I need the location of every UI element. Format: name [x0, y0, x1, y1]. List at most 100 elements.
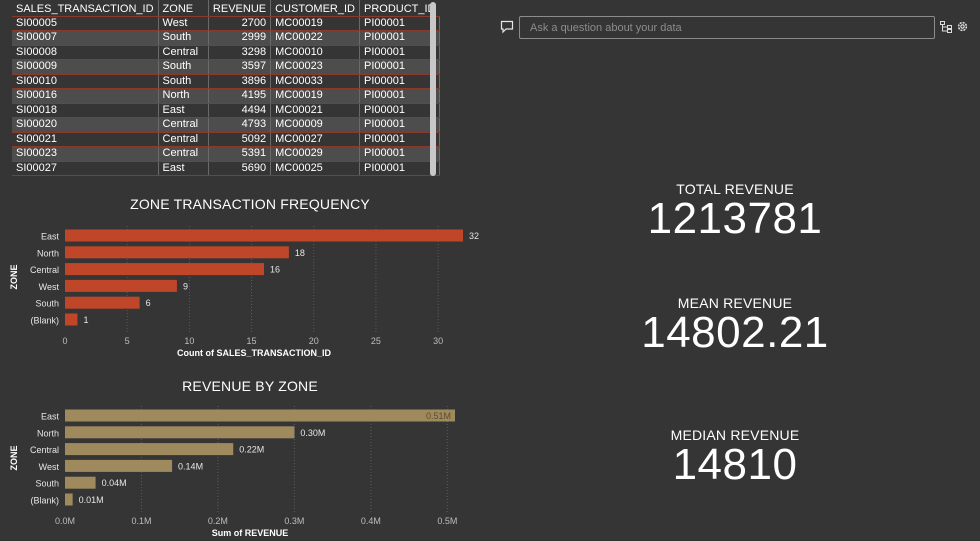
table-scrollbar[interactable]	[428, 0, 438, 178]
bar-south[interactable]	[65, 476, 96, 489]
column-header-revenue[interactable]: REVENUE	[208, 0, 272, 17]
x-tick-label: 0.1M	[131, 516, 151, 526]
table-scrollbar-thumb[interactable]	[430, 2, 436, 176]
cell-revenue: 5092	[208, 132, 272, 147]
table-row[interactable]: SI00009 South 3597 MC00023 PI00001	[12, 59, 440, 75]
column-header-customer-id[interactable]: CUSTOMER_ID	[270, 0, 360, 17]
cell-sales-transaction-id: SI00009	[12, 59, 159, 75]
table-header-row: SALES_TRANSACTION_ID ZONE REVENUE CUSTOM…	[12, 0, 440, 17]
table-row[interactable]: SI00010 South 3896 MC00033 PI00001	[12, 74, 440, 89]
x-tick-label: 20	[309, 336, 319, 346]
mean-revenue-card: MEAN REVENUE 14802.21	[590, 295, 880, 355]
data-label: 9	[183, 281, 188, 291]
bar-west[interactable]	[65, 459, 173, 472]
gear-icon[interactable]	[956, 20, 969, 33]
bar-central[interactable]	[65, 263, 264, 276]
table-row[interactable]: SI00023 Central 5391 MC00029 PI00001	[12, 146, 440, 162]
bar-north[interactable]	[65, 246, 289, 259]
kpi-label: TOTAL REVENUE	[676, 181, 794, 197]
cell-revenue: 4195	[208, 88, 272, 104]
cell-customer-id: MC00010	[270, 45, 360, 60]
bar-east[interactable]	[65, 229, 463, 242]
bar-north[interactable]	[65, 426, 295, 439]
hierarchy-icon[interactable]	[940, 21, 952, 33]
table-row[interactable]: SI00018 East 4494 MC00021 PI00001	[12, 103, 440, 118]
data-table[interactable]: SALES_TRANSACTION_ID ZONE REVENUE CUSTOM…	[12, 0, 440, 178]
y-axis-title: ZONE	[9, 264, 19, 289]
data-label: 1	[83, 315, 88, 325]
cell-customer-id: MC00027	[270, 132, 360, 147]
table-row[interactable]: SI00005 West 2700 MC00019 PI00001	[12, 16, 440, 31]
table-row[interactable]: SI00021 Central 5092 MC00027 PI00001	[12, 132, 440, 147]
cell-sales-transaction-id: SI00010	[12, 74, 159, 89]
cell-sales-transaction-id: SI00027	[12, 161, 159, 176]
data-label: 32	[469, 231, 479, 241]
chart-title: REVENUE BY ZONE	[182, 378, 318, 394]
column-header-zone[interactable]: ZONE	[158, 0, 209, 17]
kpi-label: MEAN REVENUE	[677, 295, 793, 311]
cell-sales-transaction-id: SI00021	[12, 132, 159, 147]
cell-zone: Central	[158, 117, 209, 133]
cell-revenue: 2999	[208, 30, 272, 46]
cell-customer-id: MC00023	[270, 59, 360, 75]
x-tick-label: 0.5M	[437, 516, 457, 526]
cell-revenue: 2700	[208, 16, 272, 31]
revenue-by-zone-chart[interactable]: REVENUE BY ZONE 0.0M 0.1M 0.2M 0.3M 0.4M 0.5M…	[0, 370, 500, 541]
x-tick-label: 5	[125, 336, 130, 346]
table-row[interactable]: SI00008 Central 3298 MC00010 PI00001	[12, 45, 440, 60]
cell-revenue: 3597	[208, 59, 272, 75]
cell-zone: East	[158, 103, 209, 118]
table-row[interactable]: SI00016 North 4195 MC00019 PI00001	[12, 88, 440, 104]
category-label: East	[41, 412, 60, 422]
speech-bubble-icon[interactable]	[500, 20, 514, 34]
x-axis-title: Count of SALES_TRANSACTION_ID	[177, 348, 331, 358]
cell-revenue: 4793	[208, 117, 272, 133]
table-row[interactable]: SI00020 Central 4793 MC00009 PI00001	[12, 117, 440, 133]
bar-blank[interactable]	[65, 493, 73, 506]
cell-sales-transaction-id: SI00005	[12, 16, 159, 31]
data-label: 0.51M	[426, 411, 451, 421]
bar-blank[interactable]	[65, 313, 78, 326]
cell-customer-id: MC00029	[270, 146, 360, 162]
category-label: East	[41, 232, 60, 242]
table-row[interactable]: SI00027 East 5690 MC00025 PI00001	[12, 161, 440, 176]
category-label: South	[35, 299, 59, 309]
category-label: North	[37, 248, 59, 258]
category-label: (Blank)	[30, 316, 59, 326]
cell-customer-id: MC00019	[270, 88, 360, 104]
kpi-label: MEDIAN REVENUE	[670, 427, 800, 443]
bar-central[interactable]	[65, 443, 234, 456]
cell-zone: South	[158, 74, 209, 89]
x-tick-label: 30	[433, 336, 443, 346]
bar-west[interactable]	[65, 279, 177, 292]
cell-sales-transaction-id: SI00020	[12, 117, 159, 133]
x-tick-label: 25	[371, 336, 381, 346]
cell-product-id: PI00001	[359, 146, 440, 162]
column-header-sales-transaction-id[interactable]: SALES_TRANSACTION_ID	[12, 0, 159, 17]
cell-customer-id: MC00009	[270, 117, 360, 133]
data-label: 0.04M	[102, 478, 127, 488]
cell-product-id: PI00001	[359, 74, 440, 89]
column-header-product-id[interactable]: PRODUCT_ID	[359, 0, 440, 17]
cell-zone: Central	[158, 132, 209, 147]
cell-product-id: PI00001	[359, 103, 440, 118]
data-label: 18	[295, 248, 305, 258]
zone-transaction-frequency-chart[interactable]: ZONE TRANSACTION FREQUENCY 0 5 10 15 20 25 30 E…	[0, 190, 500, 365]
chart-title: ZONE TRANSACTION FREQUENCY	[130, 196, 370, 212]
cell-customer-id: MC00019	[270, 16, 360, 31]
cell-revenue: 3896	[208, 74, 272, 89]
cell-zone: West	[158, 16, 209, 31]
total-revenue-card: TOTAL REVENUE 1213781	[590, 181, 880, 241]
x-tick-label: 0.3M	[284, 516, 304, 526]
cell-sales-transaction-id: SI00008	[12, 45, 159, 60]
cell-revenue: 5690	[208, 161, 272, 176]
bar-east[interactable]	[65, 409, 455, 422]
bar-south[interactable]	[65, 296, 140, 309]
category-label: West	[39, 282, 60, 292]
qa-question-input[interactable]	[519, 16, 935, 39]
cell-sales-transaction-id: SI00016	[12, 88, 159, 104]
data-label: 16	[270, 265, 280, 275]
x-tick-label: 0	[62, 336, 67, 346]
table-row[interactable]: SI00007 South 2999 MC00022 PI00001	[12, 30, 440, 46]
cell-customer-id: MC00021	[270, 103, 360, 118]
